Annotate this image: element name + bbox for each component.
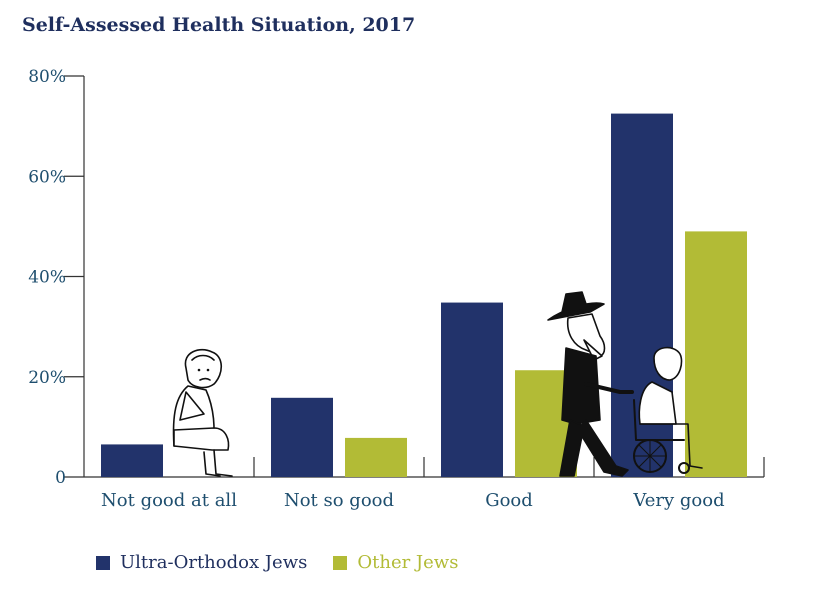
y-tick-label: 40%	[28, 268, 66, 288]
x-category-label: Very good	[632, 490, 724, 511]
legend-item-other-jews: Other Jews	[333, 552, 458, 573]
y-tick-label: 20%	[28, 368, 66, 388]
x-category-label: Good	[485, 490, 533, 511]
x-category-label: Not so good	[284, 490, 394, 511]
legend-swatch	[96, 555, 110, 570]
bar-ultra-orthodox	[101, 444, 163, 477]
legend-label: Other Jews	[357, 552, 459, 573]
man-pushing-wheelchair-illustration	[547, 291, 703, 477]
bar-other-jews	[345, 437, 407, 477]
bar-ultra-orthodox	[441, 302, 503, 477]
bars	[101, 113, 747, 477]
y-tick-label: 80%	[28, 67, 66, 87]
bar-other-jews	[685, 231, 747, 477]
bar-ultra-orthodox	[271, 397, 333, 477]
sitting-elderly-woman-illustration	[172, 348, 233, 477]
chart-title: Self-Assessed Health Situation, 2017	[22, 14, 416, 36]
x-category-label: Not good at all	[101, 490, 237, 511]
legend-swatch	[333, 555, 348, 570]
legend-label: Ultra-Orthodox Jews	[120, 552, 308, 573]
y-tick-label: 60%	[28, 167, 66, 187]
axes: 0 20% 40% 60% 80% Not good at all Not so good G…	[28, 67, 765, 511]
legend-item-ultra-orthodox: Ultra-Orthodox Jews	[96, 552, 307, 573]
legend: Ultra-Orthodox Jews Other Jews	[96, 552, 484, 573]
y-tick-label: 0	[55, 468, 66, 488]
